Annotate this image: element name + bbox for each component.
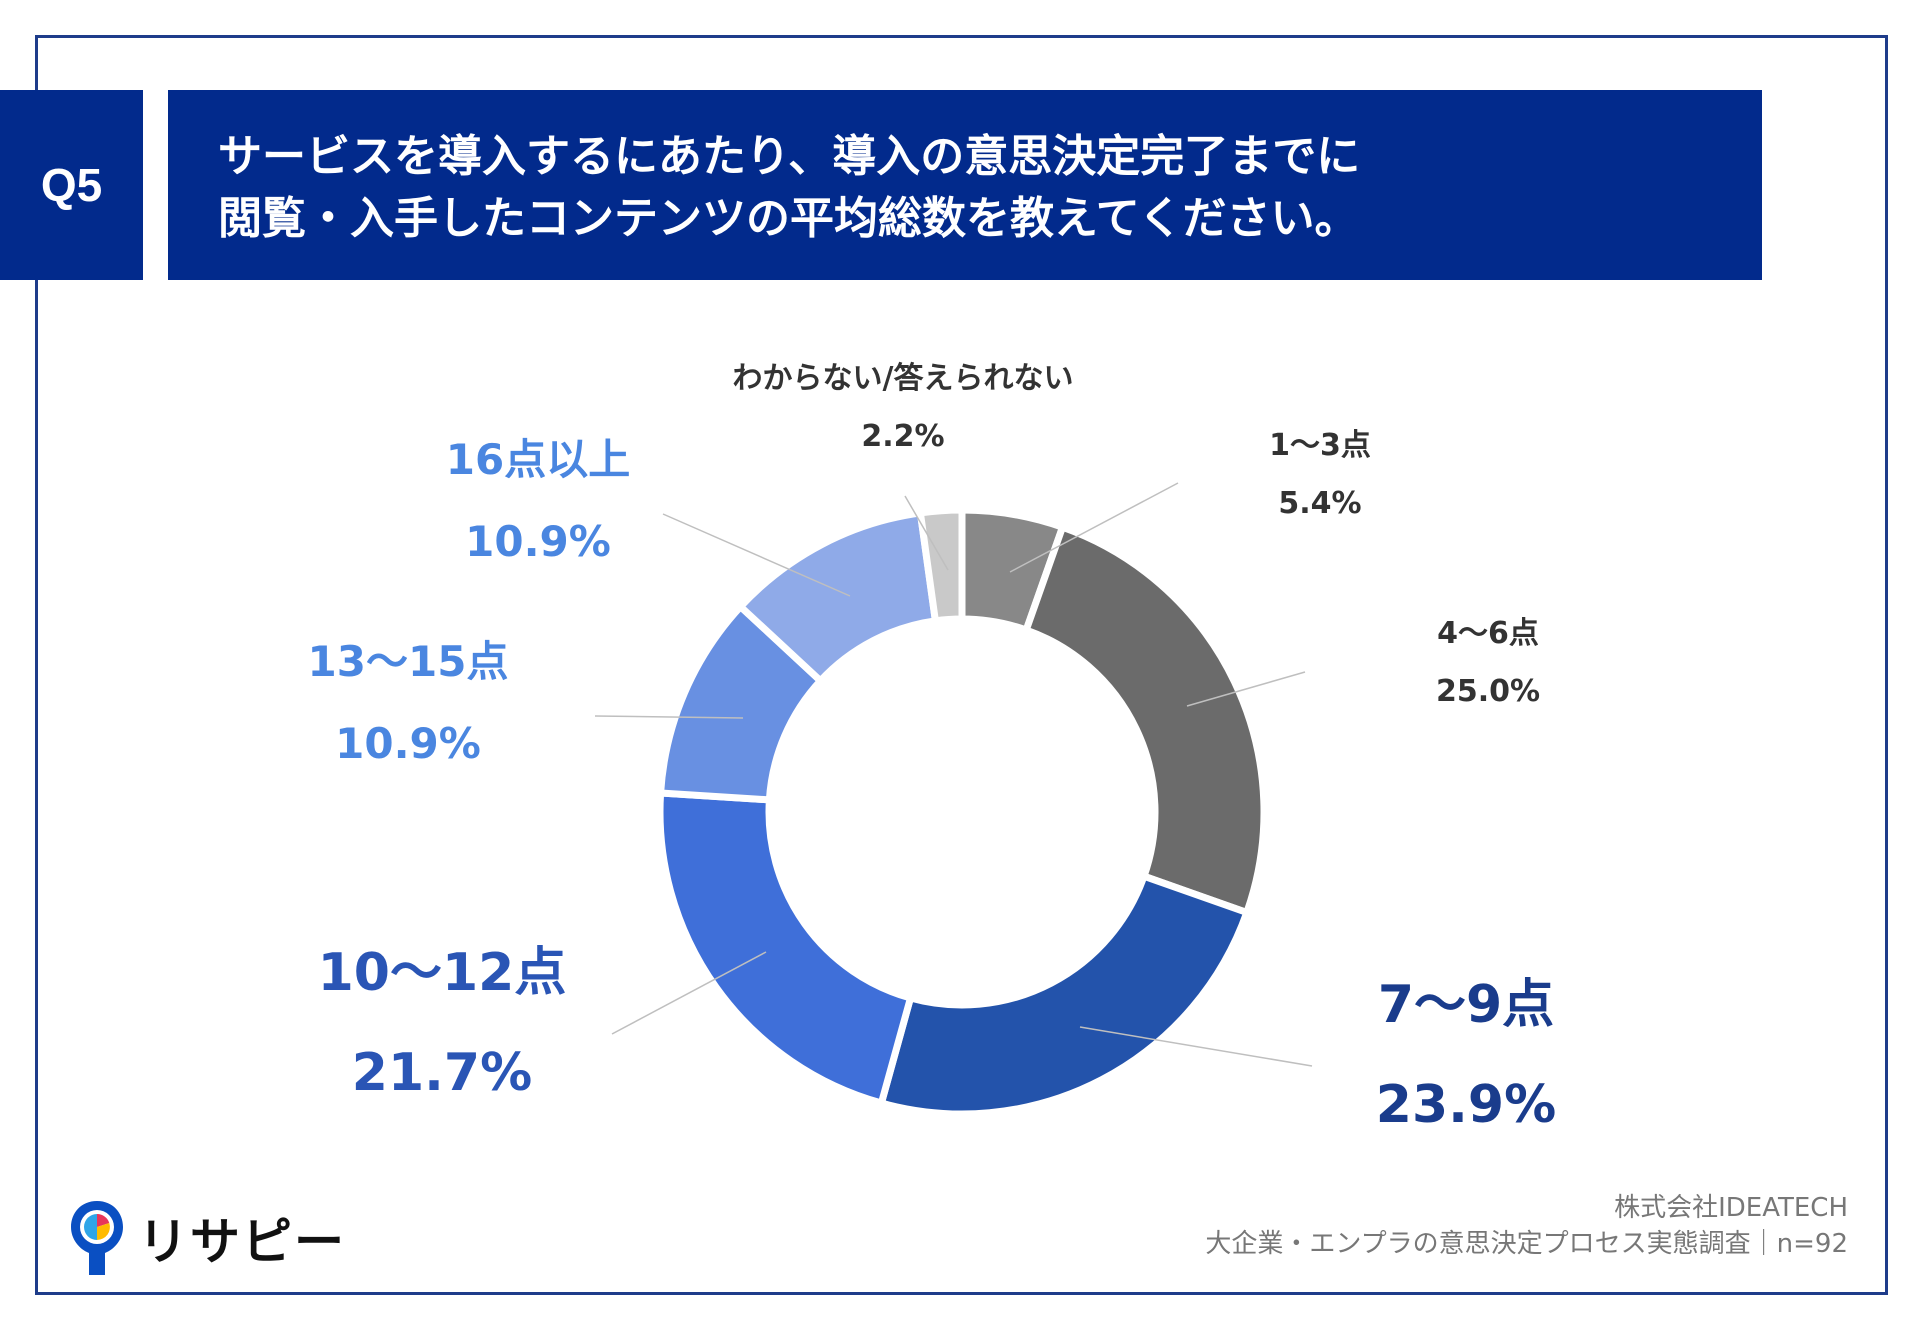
slice-value-label: 5.4% bbox=[1278, 486, 1361, 521]
question-number-badge: Q5 bbox=[0, 90, 143, 280]
footer-survey: 大企業・エンプラの意思決定プロセス実態調査｜n=92 bbox=[1205, 1229, 1848, 1259]
leader-line bbox=[904, 495, 949, 571]
question-title-line-2: 閲覧・入手したコンテンツの平均総数を教えてください。 bbox=[218, 193, 1359, 244]
leader-line bbox=[611, 951, 767, 1035]
source-footer: 株式会社IDEATECH 大企業・エンプラの意思決定プロセス実態調査｜n=92 bbox=[1205, 1190, 1848, 1262]
slice-category-label: 10〜12点 bbox=[318, 943, 567, 1003]
donut-slice bbox=[1021, 522, 1268, 917]
donut-slice bbox=[656, 789, 915, 1108]
content-frame bbox=[35, 35, 1888, 1295]
question-title-line-1: サービスを導入するにあたり、導入の意思決定完了までに bbox=[218, 131, 1361, 182]
slice-category-label: 7〜9点 bbox=[1378, 975, 1554, 1035]
footer-company: 株式会社IDEATECH bbox=[1614, 1193, 1848, 1223]
pin-logo-icon bbox=[71, 1201, 123, 1275]
slice-value-label: 2.2% bbox=[861, 419, 944, 454]
leader-line bbox=[1186, 671, 1306, 707]
question-number: Q5 bbox=[40, 159, 103, 211]
slice-category-label: 13〜15点 bbox=[308, 637, 509, 686]
donut-slice bbox=[916, 506, 966, 625]
leader-line bbox=[1009, 482, 1179, 573]
leader-line bbox=[1079, 1026, 1313, 1067]
brand-logo-text: リサピー bbox=[138, 1213, 346, 1271]
slice-category-label: わからない/答えられない bbox=[733, 361, 1074, 396]
slice-category-label: 4〜6点 bbox=[1437, 616, 1539, 651]
question-title-banner: サービスを導入するにあたり、導入の意思決定完了までに 閲覧・入手したコンテンツの… bbox=[168, 90, 1762, 280]
slice-value-label: 10.9% bbox=[335, 719, 481, 768]
slice-category-label: 1〜3点 bbox=[1269, 428, 1371, 463]
donut-slice bbox=[877, 871, 1252, 1118]
slice-value-label: 23.9% bbox=[1376, 1075, 1556, 1135]
leader-line bbox=[594, 715, 744, 719]
leader-line bbox=[662, 513, 851, 597]
slice-value-label: 10.9% bbox=[465, 517, 611, 566]
slice-category-label: 16点以上 bbox=[446, 435, 630, 484]
slice-value-label: 21.7% bbox=[352, 1043, 532, 1103]
slice-value-label: 25.0% bbox=[1436, 674, 1540, 709]
brand-logo: リサピー bbox=[68, 1198, 346, 1278]
